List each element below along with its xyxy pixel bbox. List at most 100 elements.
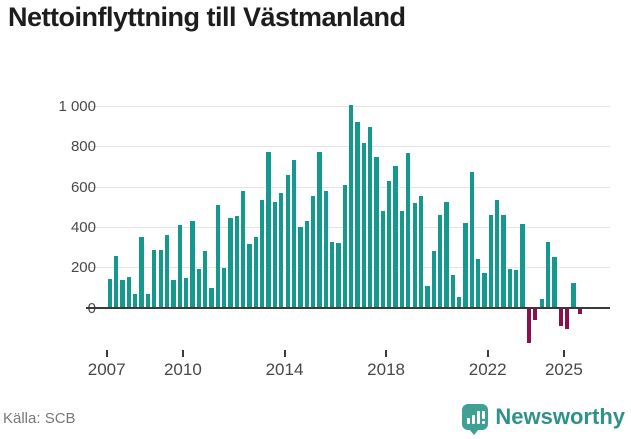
bar-2015q4 <box>329 241 335 308</box>
bar-2014q1 <box>285 175 290 308</box>
bar-2021q3 <box>476 258 481 308</box>
bar-2012q2 <box>241 191 246 308</box>
bar-2020q3 <box>450 274 455 308</box>
bar-2011q1 <box>209 287 214 308</box>
gridline-1000 <box>86 106 610 108</box>
logo-minibar-icon <box>477 411 481 424</box>
gridline-600 <box>86 186 610 188</box>
bar-2008q1 <box>133 293 138 308</box>
gridline-800 <box>86 146 610 148</box>
bar-2022q3 <box>501 215 506 308</box>
bar-2024q2 <box>545 241 551 308</box>
x-axis-label-2010: 2010 <box>163 360 202 379</box>
chart-title: Nettoinflyttning till Västmanland <box>8 2 406 32</box>
bar-2014q2 <box>291 160 297 308</box>
bar-2012q1 <box>234 216 240 308</box>
y-axis-label-600: 600 <box>70 178 96 196</box>
bar-2015q3 <box>323 191 328 308</box>
bar-2008q2 <box>139 236 144 308</box>
bar-2025q2 <box>571 282 576 308</box>
logo-exclamation-dot-icon <box>482 421 486 424</box>
bar-2022q1 <box>488 215 494 308</box>
bar-2018q3 <box>399 211 405 308</box>
bar-2013q2 <box>266 151 271 308</box>
bar-2012q4 <box>253 236 259 308</box>
bar-2013q4 <box>279 193 284 308</box>
bar-2009q2 <box>164 234 170 308</box>
x-axis-tick-2025 <box>562 350 565 357</box>
x-axis-tick-2022 <box>486 350 489 357</box>
bar-2007q3 <box>120 279 125 308</box>
bar-2016q3 <box>349 104 354 308</box>
bar-2020q4 <box>456 296 462 308</box>
bar-2009q4 <box>177 225 182 308</box>
bar-2025q1 <box>564 308 570 330</box>
bar-2019q3 <box>425 285 430 308</box>
bar-2021q2 <box>469 172 474 308</box>
bar-2016q4 <box>355 121 360 308</box>
bar-2017q3 <box>374 157 379 308</box>
bar-2015q2 <box>317 151 322 308</box>
gridline-200 <box>86 267 610 269</box>
bar-2019q4 <box>431 250 436 308</box>
bar-2008q3 <box>145 293 151 308</box>
newsworthy-logo-icon <box>462 404 489 435</box>
logo-exclamation-icon <box>482 411 486 419</box>
bar-2023q4 <box>533 308 538 321</box>
bar-2014q4 <box>304 221 309 308</box>
bar-2010q2 <box>190 221 195 308</box>
bar-2013q1 <box>260 200 265 308</box>
bar-2021q4 <box>482 272 487 308</box>
x-axis-label-2022: 2022 <box>468 360 507 379</box>
bar-2019q2 <box>418 196 424 308</box>
bar-2018q4 <box>406 152 411 308</box>
y-axis-label-400: 400 <box>70 218 96 236</box>
bar-2022q4 <box>507 268 513 308</box>
x-axis-label-2025: 2025 <box>544 360 583 379</box>
bar-2011q3 <box>222 267 227 308</box>
bar-2007q1 <box>107 278 113 308</box>
bar-2017q1 <box>361 142 367 308</box>
logo-speech-tail <box>469 429 480 435</box>
y-axis-label-200: 200 <box>70 259 96 277</box>
bar-2010q4 <box>202 250 208 308</box>
y-axis-label-1000: 1 000 <box>58 98 96 116</box>
bar-2023q3 <box>526 308 532 344</box>
x-axis-line <box>86 306 610 309</box>
bar-2007q4 <box>126 276 132 308</box>
bar-2024q1 <box>539 298 544 308</box>
bar-2009q1 <box>158 249 163 308</box>
bar-2013q3 <box>272 202 278 308</box>
bar-2010q1 <box>183 277 189 308</box>
bar-2008q4 <box>152 249 157 308</box>
bar-2019q1 <box>412 203 417 308</box>
bar-2016q1 <box>336 242 341 308</box>
bar-2016q2 <box>342 185 347 308</box>
plot-area: 02004006008001 0002007201020142018202220… <box>58 98 610 379</box>
bar-2012q3 <box>247 243 252 308</box>
bar-2010q3 <box>196 268 201 308</box>
bar-2023q2 <box>520 224 525 308</box>
logo-minibar-icon <box>472 415 476 424</box>
newsworthy-logo[interactable]: Newsworthy <box>462 400 625 435</box>
x-axis-tick-2014 <box>283 350 286 357</box>
bar-2014q3 <box>298 227 303 308</box>
x-axis-label-2007: 2007 <box>87 360 126 379</box>
bar-2024q4 <box>558 308 563 327</box>
x-axis-label-2018: 2018 <box>367 360 405 379</box>
source-label: Källa: SCB <box>3 410 76 427</box>
x-axis-tick-2010 <box>181 350 184 357</box>
bar-2023q1 <box>514 269 519 308</box>
bar-2018q2 <box>393 166 398 308</box>
bar-2011q4 <box>228 218 233 308</box>
x-axis-tick-2007 <box>105 350 108 357</box>
bar-2022q2 <box>495 200 500 308</box>
bar-2009q3 <box>171 279 176 308</box>
gridline-400 <box>86 226 610 228</box>
bar-2015q1 <box>310 196 316 308</box>
bar-2020q2 <box>444 202 449 308</box>
bar-2007q2 <box>114 255 119 308</box>
bar-2025q3 <box>577 308 582 315</box>
y-axis-label-800: 800 <box>70 138 96 156</box>
newsworthy-logo-text: Newsworthy <box>495 404 625 429</box>
